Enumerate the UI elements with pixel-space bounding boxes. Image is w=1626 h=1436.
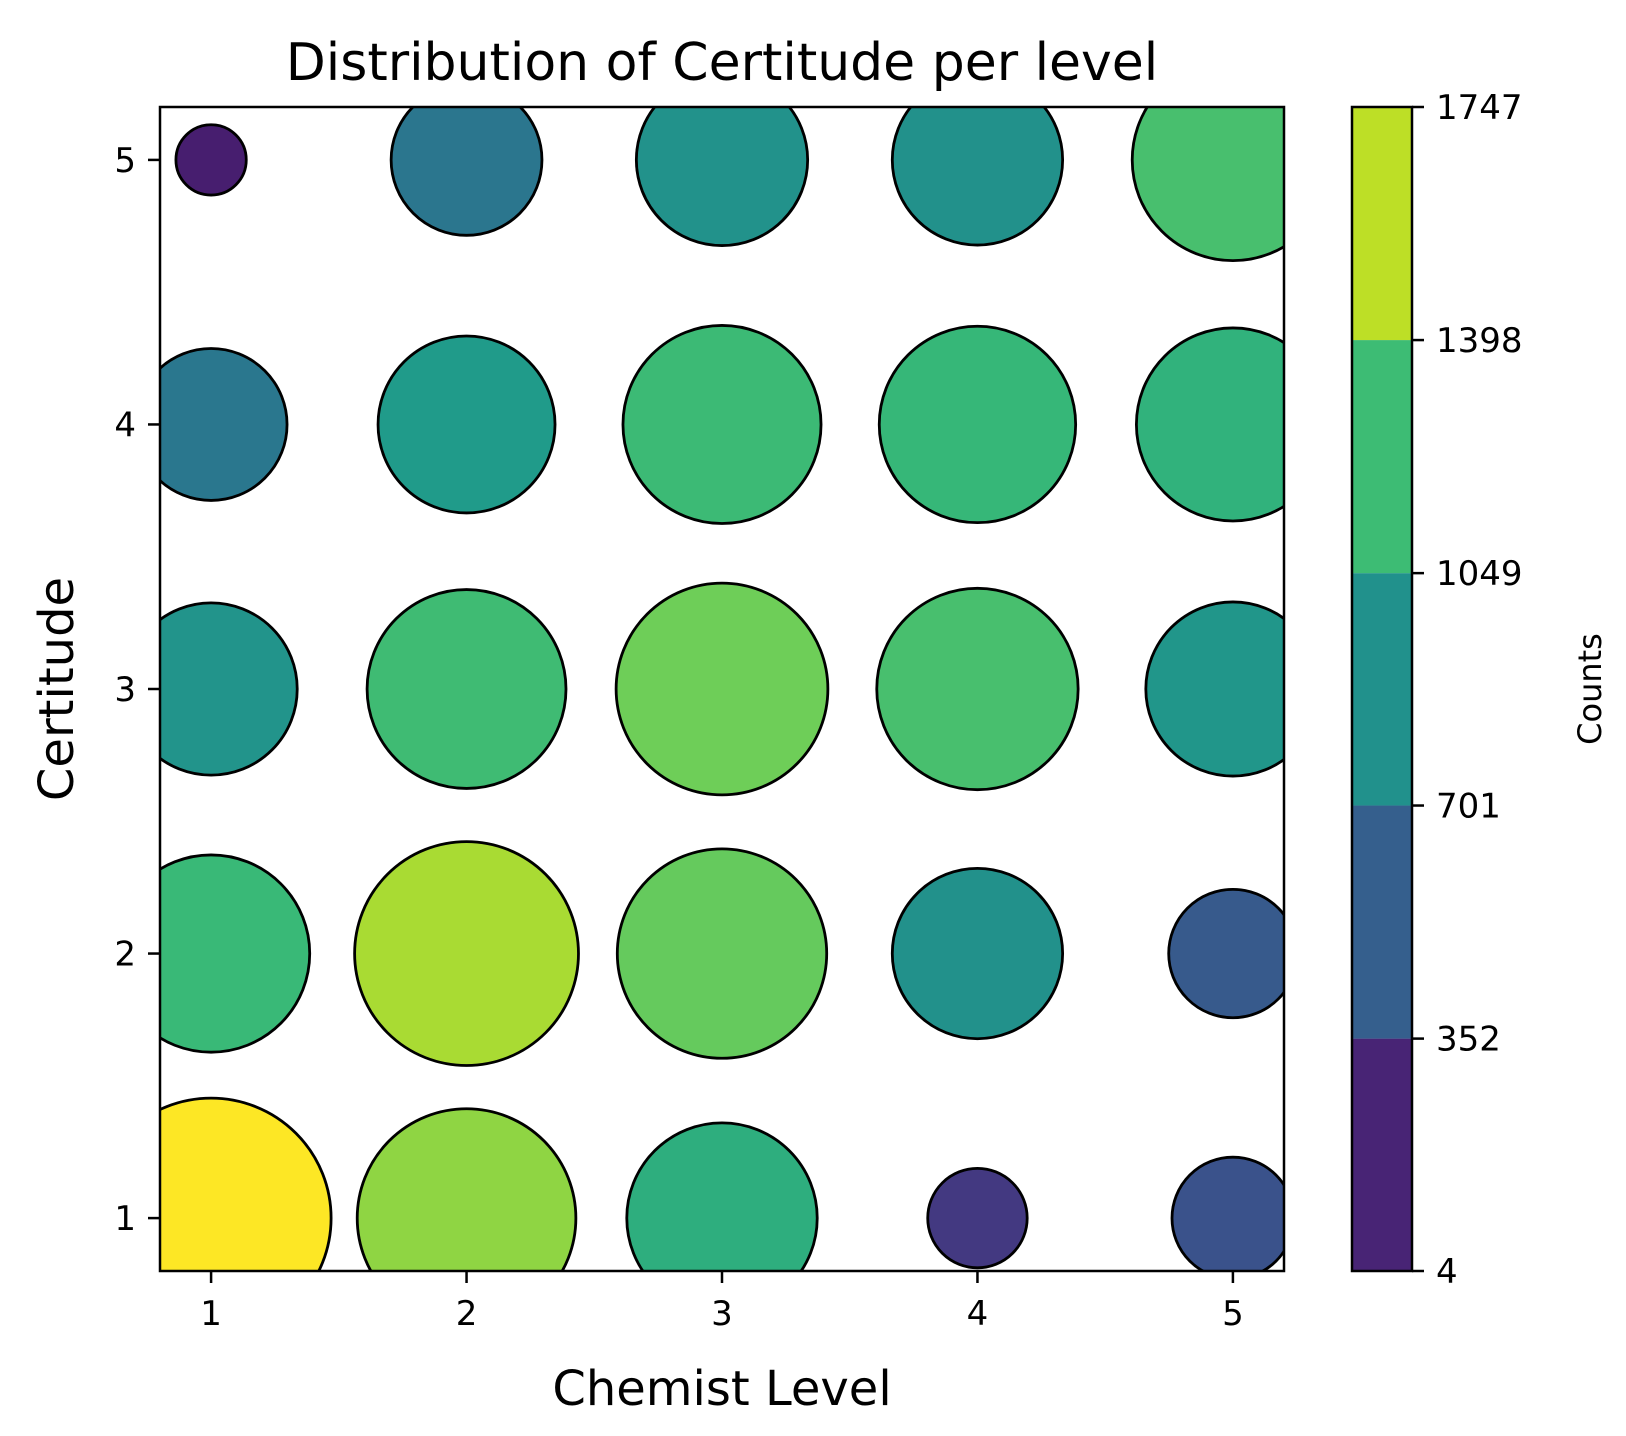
bubble-level-4-certitude-5 [890,107,1064,247]
colorbar-tick-label: 1049 [1436,554,1523,594]
colorbar-band [1352,107,1412,341]
bubble-level-2-certitude-3 [365,588,568,790]
bubble-level-5-certitude-5 [1130,107,1284,262]
bubble-level-3-certitude-3 [614,581,830,797]
bubble-level-2-certitude-1 [355,1107,578,1271]
bubble-level-2-certitude-5 [389,107,544,237]
y-tick-label: 4 [114,405,136,445]
colorbar-tick-label: 701 [1436,787,1501,827]
y-tick-label: 1 [114,1199,136,1239]
x-tick-label: 3 [711,1294,733,1334]
bubble-level-1-certitude-1 [160,1096,333,1271]
bubble-level-3-certitude-1 [625,1121,819,1271]
bubble-level-3-certitude-5 [634,107,810,247]
bubble-level-1-certitude-5 [174,123,248,197]
bubble-level-3-certitude-2 [615,847,829,1060]
colorbar: 4 352 701 1049 1398 1747 [1350,88,1523,1292]
x-axis-ticks: 1 2 3 4 5 [200,1271,1244,1334]
x-tick-label: 2 [456,1294,478,1334]
y-tick-label: 5 [114,141,136,181]
colorbar-label: Counts [1571,633,1609,745]
y-axis-ticks: 1 2 3 4 5 [114,141,160,1239]
bubble-layer [160,107,1284,1271]
colorbar-band [1352,573,1412,806]
y-tick-label: 3 [114,670,136,710]
bubble-level-4-certitude-1 [926,1166,1029,1270]
bubble-level-3-certitude-4 [621,324,823,525]
bubble-level-1-certitude-2 [160,853,312,1054]
x-tick-label: 1 [200,1294,222,1334]
bubble-level-4-certitude-4 [877,324,1078,525]
bubble-level-4-certitude-3 [875,586,1080,792]
bubble-level-4-certitude-2 [890,866,1065,1041]
colorbar-band [1352,805,1412,1039]
colorbar-tick-label: 1398 [1436,321,1523,361]
bubble-level-1-certitude-3 [160,601,299,777]
bubble-level-2-certitude-2 [353,840,580,1067]
bubble-level-1-certitude-4 [160,347,289,502]
bubble-level-5-certitude-3 [1144,600,1284,778]
x-axis-label: Chemist Level [552,1361,891,1417]
colorbar-tick-label: 1747 [1436,88,1523,128]
colorbar-tick-label: 352 [1436,1020,1501,1060]
x-tick-label: 5 [1222,1294,1244,1334]
bubble-level-5-certitude-4 [1135,326,1284,523]
bubble-level-5-certitude-2 [1167,887,1284,1020]
colorbar-band [1352,340,1412,574]
bubble-level-2-certitude-4 [376,334,557,515]
colorbar-tick-label: 4 [1436,1252,1458,1292]
x-tick-label: 4 [967,1294,989,1334]
y-tick-label: 2 [114,935,136,975]
bubble-level-5-certitude-1 [1170,1155,1284,1271]
colorbar-frame [1350,105,1414,1273]
y-axis-label: Certitude [29,577,85,801]
colorbar-band [1352,1038,1412,1271]
chart-title: Distribution of Certitude per level [286,33,1159,93]
